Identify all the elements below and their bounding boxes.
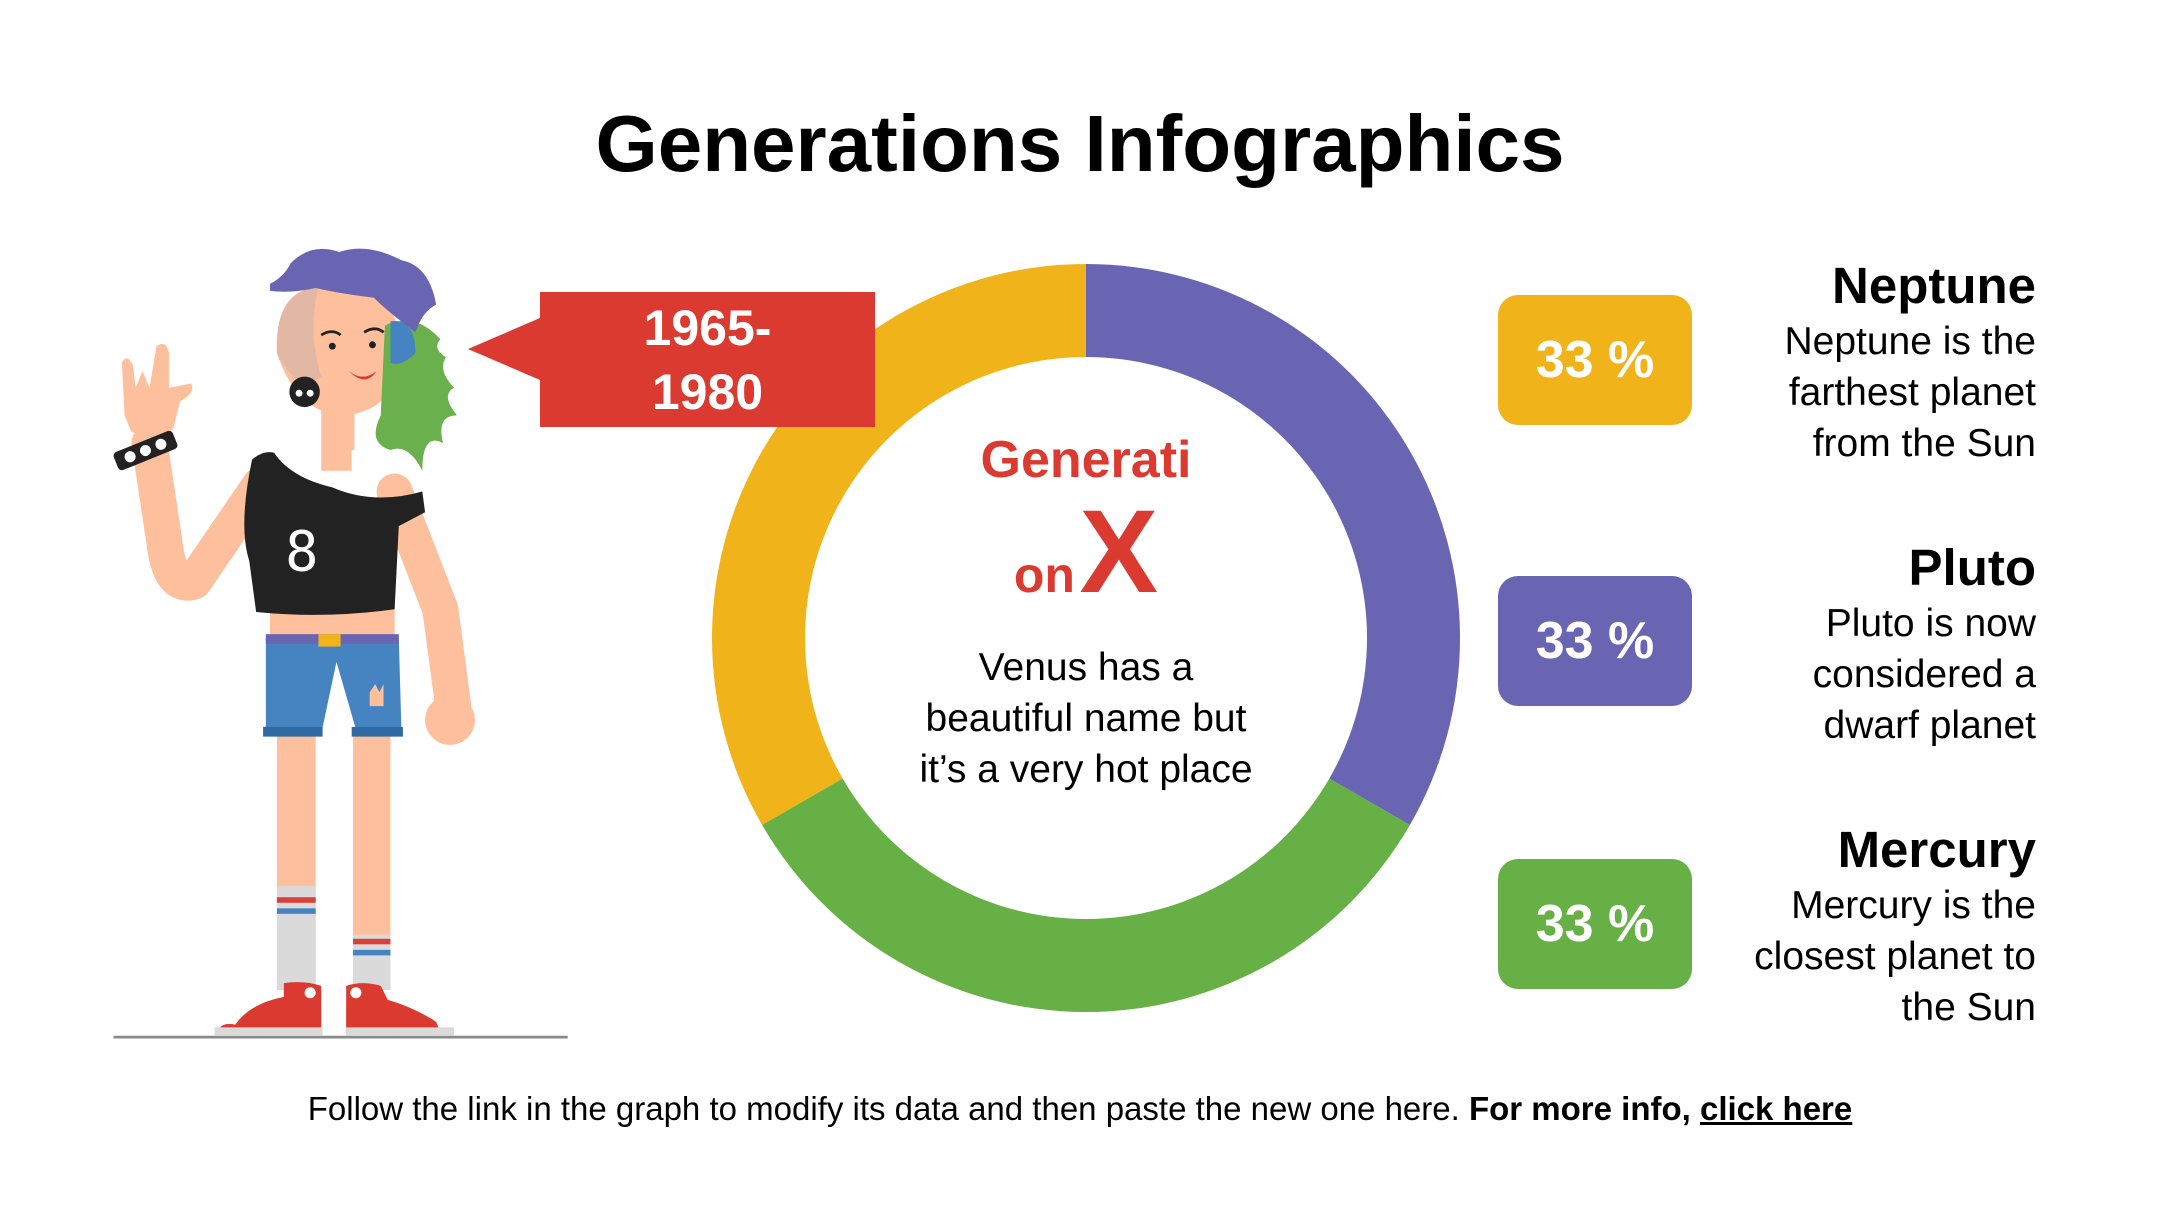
mercury-percent-badge: 33 % bbox=[1498, 859, 1692, 989]
generation-heading-part2: on X bbox=[886, 493, 1286, 638]
center-line: it’s a very hot place bbox=[919, 748, 1253, 791]
mercury-item: Mercury Mercury is the closest planet to… bbox=[1616, 820, 2036, 1033]
generation-heading-part1: Generati bbox=[980, 431, 1192, 489]
center-line: Venus has a bbox=[978, 646, 1194, 689]
pluto-title: Pluto bbox=[1908, 539, 2036, 596]
pluto-line: considered a bbox=[1812, 653, 2036, 696]
year-range-end: 1980 bbox=[651, 363, 764, 420]
mercury-title: Mercury bbox=[1837, 821, 2036, 878]
purple-hair bbox=[270, 248, 437, 333]
skull-earring bbox=[289, 376, 320, 408]
mercury-line: closest planet to bbox=[1754, 935, 2036, 978]
pluto-line: Pluto is now bbox=[1825, 602, 2036, 645]
year-range-callout: 1965- 1980 bbox=[540, 292, 875, 427]
wristband bbox=[113, 430, 178, 471]
shorts bbox=[265, 636, 402, 734]
left-arm bbox=[131, 425, 279, 601]
right-arm bbox=[376, 473, 473, 732]
year-range-start: 1965- bbox=[643, 299, 772, 356]
neptune-line: farthest planet bbox=[1788, 371, 2036, 414]
center-description: Venus has a beautiful name but it’s a ve… bbox=[886, 642, 1286, 795]
black-top bbox=[244, 452, 426, 615]
footer-text: Follow the link in the graph to modify i… bbox=[307, 1090, 1469, 1127]
neptune-item: Neptune Neptune is the farthest planet f… bbox=[1616, 256, 2036, 469]
neptune-percent-badge: 33 % bbox=[1498, 295, 1692, 425]
shirt-number: 8 bbox=[285, 520, 318, 584]
mercury-line: the Sun bbox=[1901, 986, 2036, 1029]
center-line: beautiful name but bbox=[925, 697, 1247, 740]
pluto-line: dwarf planet bbox=[1823, 704, 2036, 747]
footer-bold: For more info, bbox=[1468, 1090, 1700, 1127]
mercury-line: Mercury is the bbox=[1791, 884, 2036, 927]
neptune-line: from the Sun bbox=[1812, 422, 2036, 465]
right-shoe bbox=[346, 983, 441, 1033]
left-sock bbox=[276, 886, 316, 990]
neptune-line: Neptune is the bbox=[1784, 320, 2036, 363]
pluto-item: Pluto Pluto is now considered a dwarf pl… bbox=[1616, 538, 2036, 751]
neptune-title: Neptune bbox=[1832, 257, 2036, 314]
donut-segment-pluto bbox=[1086, 264, 1461, 825]
donut-center-text: Generati on X Venus has a beautiful name… bbox=[886, 430, 1286, 795]
footer-note: Follow the link in the graph to modify i… bbox=[0, 1090, 2160, 1128]
hand bbox=[121, 343, 193, 436]
click-here-link[interactable]: click here bbox=[1699, 1090, 1853, 1127]
generation-letter: X bbox=[1079, 486, 1159, 618]
donut-segment-mercury bbox=[762, 778, 1410, 1012]
pluto-percent-badge: 33 % bbox=[1498, 576, 1692, 706]
page-title: Generations Infographics bbox=[595, 99, 1565, 188]
generation-heading-on: on bbox=[1013, 547, 1075, 603]
left-shoe bbox=[218, 982, 322, 1033]
callout-pointer bbox=[468, 318, 540, 380]
